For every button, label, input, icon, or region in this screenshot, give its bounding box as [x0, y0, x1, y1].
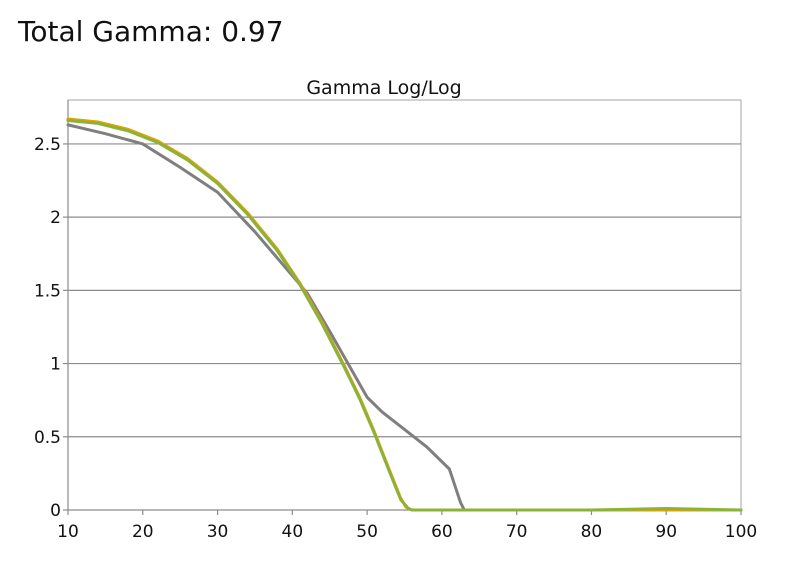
chart-title: Gamma Log/Log [306, 77, 461, 99]
y-tick-label: 1.5 [34, 281, 61, 301]
x-tick-label: 30 [207, 522, 229, 542]
x-tick-label: 50 [356, 522, 378, 542]
x-tick-label: 60 [431, 522, 453, 542]
x-tick-label: 90 [655, 522, 677, 542]
series-lines [66, 117, 743, 512]
x-tick-label: 80 [581, 522, 603, 542]
tick-labels: 0 0.5 1 1.5 2 2.5 10 20 30 40 50 60 70 80 90 100 [34, 135, 757, 542]
y-tick-label: 2.5 [34, 135, 61, 155]
y-tick-label: 0.5 [34, 428, 61, 448]
y-tick-label: 2 [50, 208, 61, 228]
y-tick-label: 0 [50, 501, 61, 521]
x-tick-label: 10 [57, 522, 79, 542]
x-tick-label: 20 [132, 522, 154, 542]
y-tick-label: 1 [50, 355, 61, 375]
x-tick-label: 100 [725, 522, 757, 542]
x-tick-label: 40 [282, 522, 304, 542]
x-tick-label: 70 [506, 522, 528, 542]
series-line-3 [66, 119, 743, 512]
gridlines [68, 143, 741, 438]
total-gamma-headline: Total Gamma: 0.97 [18, 15, 284, 48]
